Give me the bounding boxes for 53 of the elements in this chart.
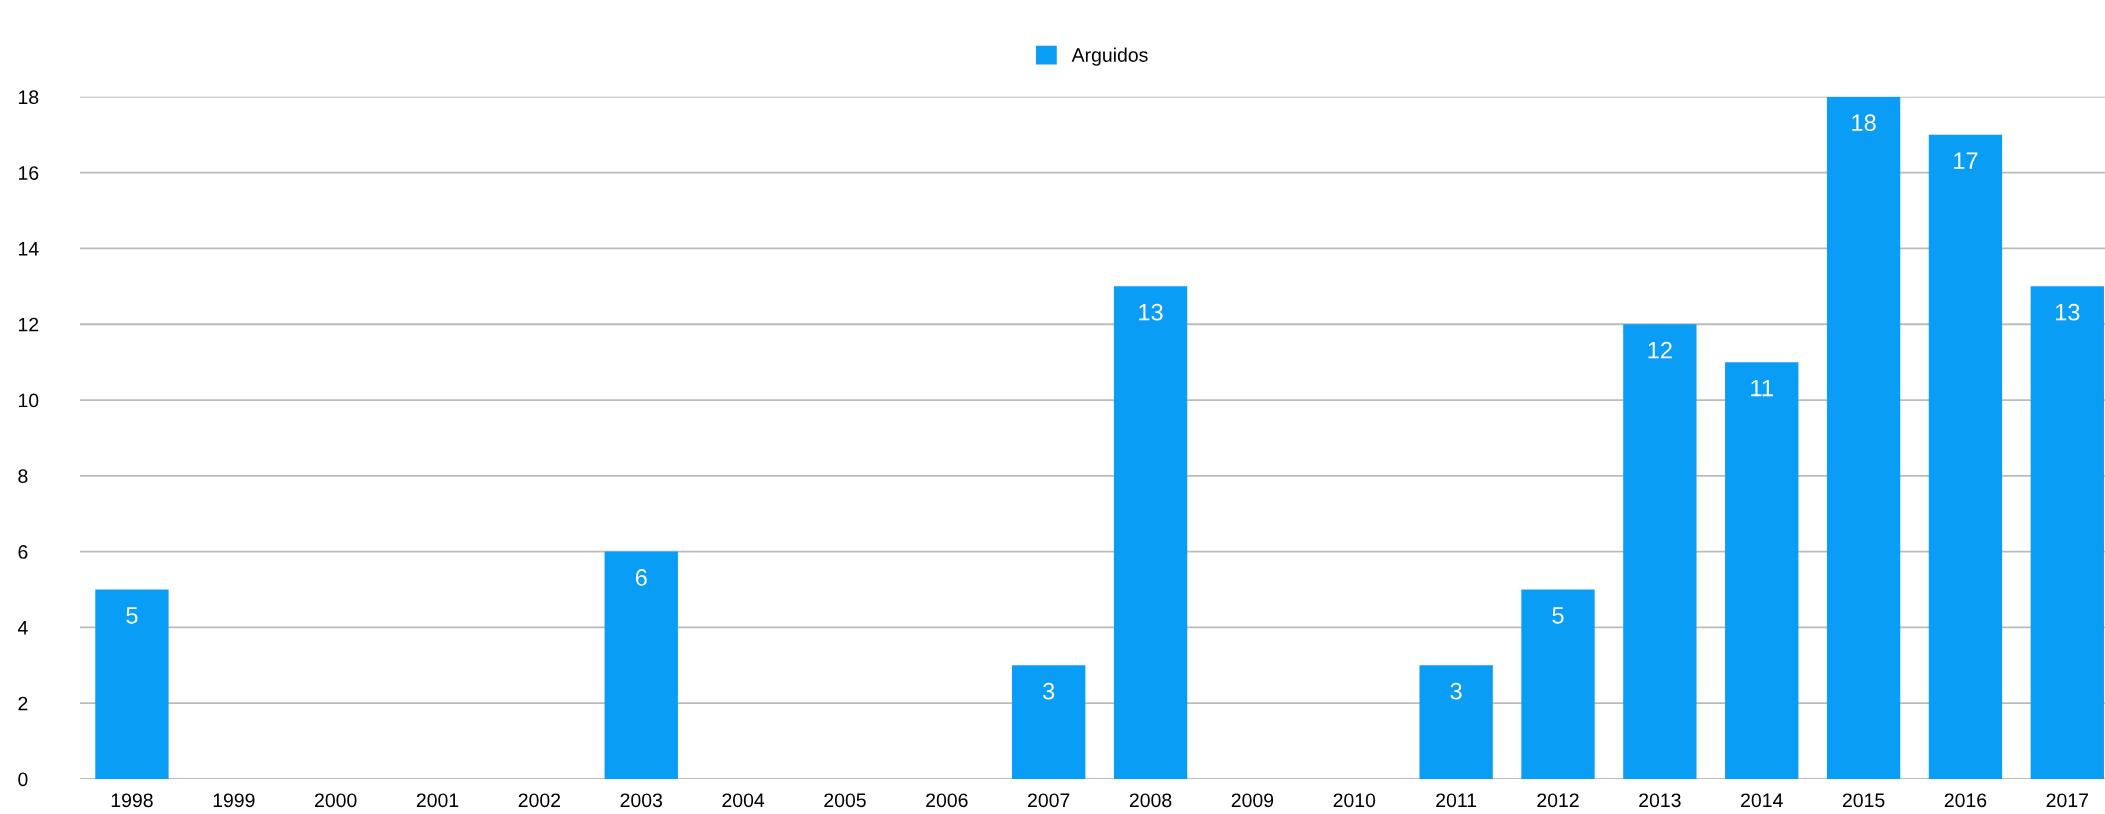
bar: [1012, 665, 1086, 779]
data-label: 6: [635, 569, 647, 586]
data-label: 3: [1043, 682, 1055, 700]
y-tick-label: 0: [18, 772, 28, 787]
bar: [1419, 665, 1493, 779]
x-tick-label: 2003: [620, 793, 663, 808]
bar: [1623, 324, 1697, 779]
y-tick-label: 14: [18, 242, 39, 256]
bar: [604, 551, 678, 779]
data-label: 5: [1552, 607, 1564, 624]
x-tick-label: 2007: [1028, 793, 1070, 808]
bar: [1725, 362, 1799, 779]
data-label: 5: [126, 607, 138, 624]
x-tick-label: 2006: [926, 793, 968, 808]
bar: [1826, 96, 1901, 779]
bar: [2030, 286, 2104, 779]
x-tick-label: 2001: [416, 793, 459, 808]
x-tick-label: 2004: [722, 793, 765, 808]
y-tick-label: 8: [18, 469, 28, 484]
x-tick-label: 2013: [1639, 793, 1681, 808]
y-tick-label: 2: [18, 696, 28, 711]
legend-label: Arguidos: [1071, 47, 1148, 66]
x-tick-label: 2011: [1436, 793, 1477, 808]
x-tick-label: 1999: [213, 793, 255, 808]
y-tick-label: 18: [18, 90, 39, 105]
bar: [1521, 589, 1595, 779]
y-tick-label: 16: [18, 166, 39, 180]
x-tick-label: 2017: [2046, 793, 2088, 808]
bar: [1113, 286, 1188, 779]
y-tick-label: 12: [18, 317, 39, 332]
x-tick-label: 2000: [315, 793, 357, 808]
x-tick-label: 2008: [1129, 793, 1172, 808]
x-tick-label: 2012: [1537, 793, 1579, 808]
y-tick-label: 4: [17, 621, 28, 635]
data-label: 3: [1450, 682, 1462, 700]
y-tick-label: 10: [18, 393, 39, 408]
x-tick-label: 2010: [1333, 793, 1376, 808]
x-tick-label: 2005: [824, 793, 866, 808]
data-label: 17: [1954, 152, 1978, 169]
y-tick-label: 6: [18, 545, 28, 559]
x-tick-label: 2015: [1842, 793, 1885, 808]
x-tick-label: 2016: [1944, 793, 1987, 808]
data-label: 13: [1139, 303, 1163, 321]
data-label: 18: [1852, 114, 1876, 132]
data-label: 12: [1648, 341, 1672, 359]
x-tick-label: 2014: [1741, 793, 1783, 808]
data-label: 11: [1751, 379, 1773, 397]
data-label: 13: [2055, 303, 2080, 321]
bar: [1928, 134, 2003, 779]
x-tick-label: 2009: [1231, 793, 1274, 808]
bar: [95, 589, 169, 779]
x-tick-label: 2002: [518, 793, 561, 808]
x-tick-label: 1998: [111, 793, 153, 808]
